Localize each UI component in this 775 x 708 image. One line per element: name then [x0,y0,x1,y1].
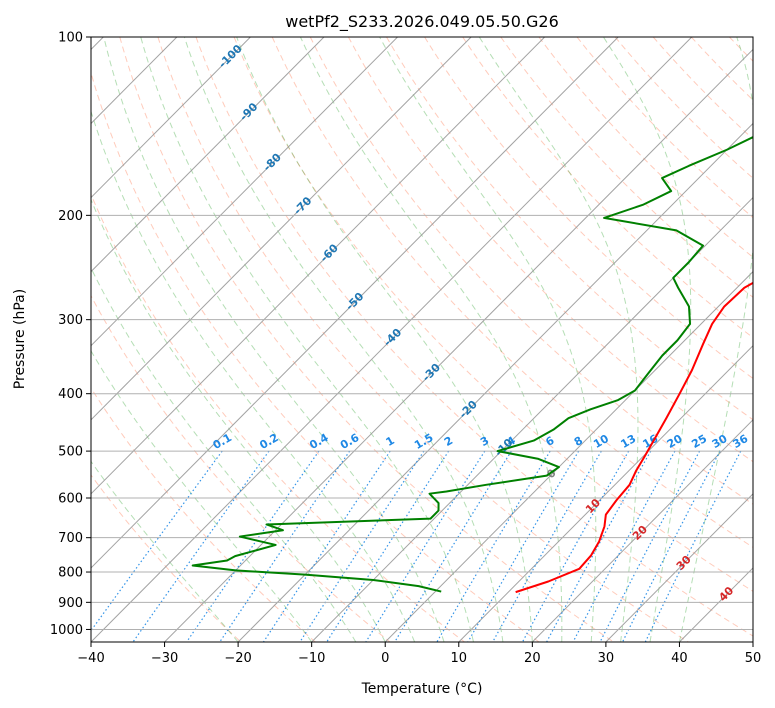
dry-adiabat [91,387,316,642]
x-axis-title: Temperature (°C) [361,681,483,697]
isotherm-line [531,419,753,642]
dry-adiabat [424,37,753,380]
moist-adiabat [379,37,597,642]
x-tick-label: 0 [381,651,389,666]
y-axis-ticks: 100 200 300 400 500 600 700 800 900 1000 [50,31,91,638]
isotherm-line [605,493,753,642]
y-tick-label: 100 [58,31,83,46]
moist-adiabat [478,37,639,642]
isotherm-line [91,37,325,273]
moist-adiabat [91,460,239,642]
background-lines [91,37,753,642]
mixing-ratio-line [219,450,351,642]
x-tick-label: 10 [451,651,468,666]
y-tick-label: 600 [58,492,83,507]
dry-adiabat [386,37,753,421]
y-tick-label: 1000 [50,623,83,638]
mixing-ratio-line [365,450,486,642]
mixing-ratio-line [572,450,676,642]
isotherm-line [91,37,546,495]
x-tick-label: −20 [224,651,251,666]
chart-title: wetPf2_S233.2026.049.05.50.G26 [285,12,559,32]
moist-adiabat [91,198,386,642]
mixing-ratio-line [521,450,630,642]
mixing-ratio-line [394,450,512,642]
y-tick-label: 300 [58,313,83,328]
moist-adiabat [183,37,504,642]
x-tick-label: −10 [298,651,325,666]
profile-series [191,135,753,594]
isotherm-line [91,37,398,347]
isotherm-line [458,344,753,642]
isotherm-line [91,37,251,199]
y-tick-label: 700 [58,531,83,546]
mixing-ratio-line [132,450,270,642]
y-tick-label: 900 [58,596,83,611]
x-tick-label: −40 [77,651,104,666]
y-tick-label: 500 [58,445,83,460]
y-tick-label: 400 [58,387,83,402]
x-tick-label: 50 [745,651,762,666]
isotherm-line [311,196,753,642]
dewpoint-profile-line [191,135,753,593]
mixing-ratio-line [644,450,742,642]
x-tick-label: 30 [598,651,615,666]
y-tick-label: 800 [58,566,83,581]
moist-adiabat [236,37,533,642]
temperature-profile-line [515,281,753,594]
x-axis-ticks: −40 −30 −20 −10 0 10 20 30 40 50 [77,642,761,666]
dry-adiabat [91,71,540,642]
moist-adiabat [140,37,474,642]
mixing-ratio-line [546,450,652,642]
dry-adiabat [91,193,465,642]
x-tick-label: 20 [524,651,541,666]
plot-frame [90,36,754,643]
x-tick-label: 40 [671,651,688,666]
isotherm-line [164,48,753,642]
moist-adiabat [103,37,445,642]
mixing-ratio-line [263,450,391,642]
moist-adiabat [299,37,563,642]
mixing-ratio-line [599,450,701,642]
x-tick-label: −30 [151,651,178,666]
dry-adiabat [309,37,753,505]
isotherm-line [91,37,472,421]
moist-adiabat [678,37,753,642]
isotherm-line [91,37,619,569]
isotherm-line [384,270,753,642]
moist-adiabat [91,109,416,642]
isotherm-line [237,122,753,642]
mixing-ratio-line [622,450,721,642]
moist-adiabat [602,37,692,642]
mixing-ratio-line [186,450,320,642]
y-axis-title: Pressure (hPa) [12,289,28,389]
dry-adiabat [157,37,689,642]
moist-adiabat [91,266,357,642]
dry-adiabat [119,37,614,642]
y-tick-label: 200 [58,209,83,224]
dry-adiabat [271,37,753,548]
isotherm-line [91,37,693,642]
mixing-ratio-line [492,450,602,642]
